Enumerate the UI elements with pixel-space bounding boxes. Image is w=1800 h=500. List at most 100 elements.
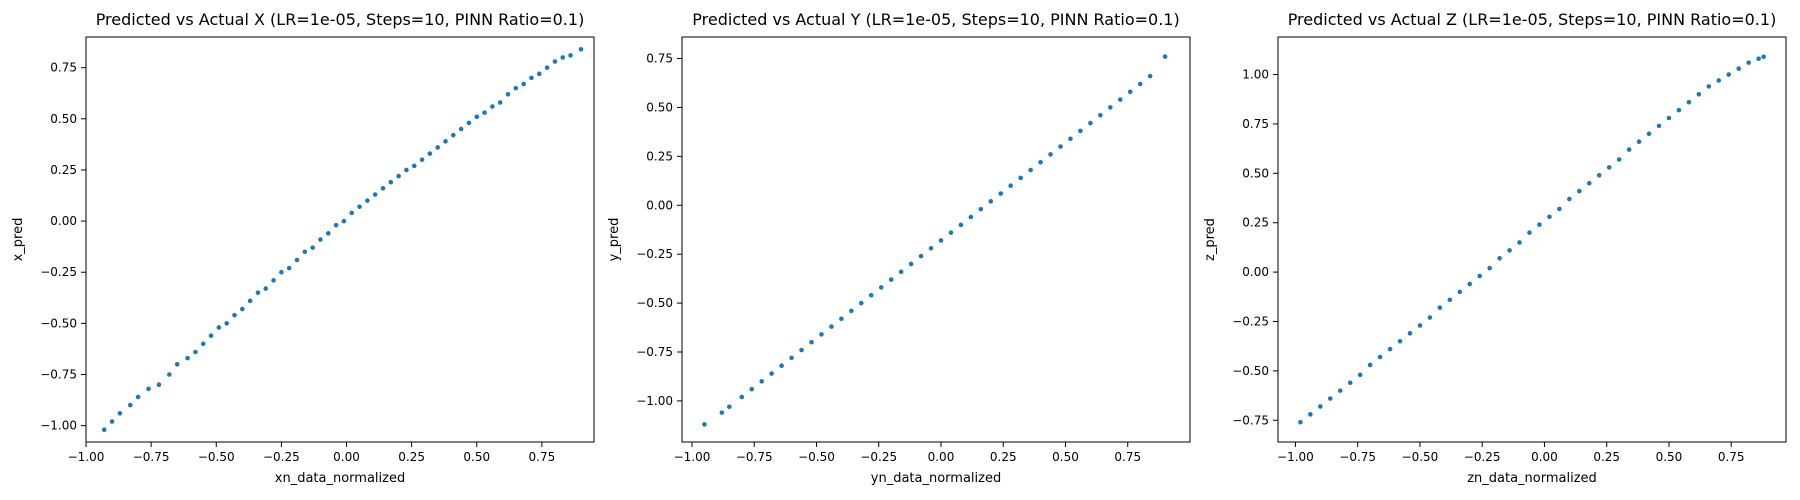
x-tick-label: −1.00 bbox=[68, 450, 105, 464]
chart-title: Predicted vs Actual Z (LR=1e-05, Steps=1… bbox=[1288, 10, 1777, 29]
data-point bbox=[167, 372, 172, 377]
data-point bbox=[1547, 214, 1552, 220]
y-axis-label: z_pred bbox=[1203, 218, 1218, 261]
data-point bbox=[1347, 380, 1353, 386]
data-point bbox=[789, 355, 794, 361]
data-point bbox=[232, 312, 237, 318]
data-point bbox=[497, 100, 503, 105]
y-tick-label: 0.25 bbox=[50, 163, 77, 177]
data-point bbox=[888, 277, 894, 282]
y-tick-label: 0.25 bbox=[646, 149, 673, 163]
data-point bbox=[117, 411, 123, 416]
data-point bbox=[536, 71, 542, 77]
y-tick-label: −0.75 bbox=[1232, 413, 1269, 427]
data-point bbox=[1387, 346, 1393, 352]
y-tick-label: 0.50 bbox=[646, 100, 673, 114]
x-tick-label: 0.00 bbox=[928, 450, 955, 464]
y-tick-label: −0.75 bbox=[636, 345, 673, 359]
data-point bbox=[1507, 248, 1512, 253]
data-point bbox=[1537, 222, 1542, 227]
data-point bbox=[1298, 419, 1303, 425]
y-tick-label: −0.25 bbox=[40, 265, 77, 279]
data-point bbox=[341, 218, 347, 224]
data-point bbox=[1108, 105, 1113, 110]
data-point bbox=[819, 332, 824, 337]
data-point bbox=[302, 249, 308, 255]
data-point bbox=[216, 325, 222, 330]
x-tick-label: −0.25 bbox=[860, 450, 897, 464]
data-point bbox=[490, 104, 495, 109]
data-point bbox=[908, 261, 914, 267]
data-point bbox=[109, 419, 115, 424]
chart-panel-2: Predicted vs Actual Y (LR=1e-05, Steps=1… bbox=[607, 10, 1191, 486]
data-point bbox=[443, 139, 448, 144]
x-axis-label: xn_data_normalized bbox=[275, 471, 405, 486]
data-point bbox=[568, 53, 573, 58]
data-point bbox=[185, 355, 190, 361]
data-point bbox=[1736, 66, 1741, 71]
x-tick-label: 0.25 bbox=[990, 450, 1017, 464]
chart-title: Predicted vs Actual X (LR=1e-05, Steps=1… bbox=[96, 10, 585, 29]
data-point bbox=[240, 306, 245, 312]
data-point bbox=[1117, 97, 1123, 102]
data-point bbox=[505, 91, 511, 97]
data-point bbox=[1567, 196, 1572, 202]
data-point bbox=[739, 394, 745, 400]
data-point bbox=[419, 157, 425, 163]
data-point bbox=[1357, 372, 1363, 378]
data-point bbox=[1586, 180, 1592, 186]
data-point bbox=[247, 298, 253, 304]
data-point bbox=[809, 339, 814, 345]
data-point bbox=[799, 347, 804, 353]
plot-area bbox=[85, 36, 595, 443]
data-point bbox=[1417, 323, 1423, 328]
chart-title: Predicted vs Actual Y (LR=1e-05, Steps=1… bbox=[692, 10, 1179, 29]
data-point bbox=[521, 81, 526, 87]
data-point bbox=[1676, 107, 1682, 113]
y-tick-label: −1.00 bbox=[40, 419, 77, 433]
x-tick-label: −0.75 bbox=[736, 450, 773, 464]
data-point bbox=[529, 75, 534, 81]
data-point bbox=[998, 191, 1004, 196]
data-point bbox=[719, 410, 725, 415]
data-point bbox=[1616, 157, 1622, 162]
y-tick-label: 0.25 bbox=[1242, 216, 1269, 230]
x-tick-label: −0.25 bbox=[1464, 450, 1501, 464]
data-point bbox=[451, 132, 456, 138]
data-point bbox=[578, 46, 584, 52]
data-point bbox=[1162, 54, 1168, 59]
data-point bbox=[474, 114, 480, 120]
data-point bbox=[1018, 175, 1023, 181]
y-tick-label: −1.00 bbox=[636, 394, 673, 408]
data-point bbox=[357, 204, 362, 210]
x-tick-label: 0.25 bbox=[398, 450, 425, 464]
data-point bbox=[898, 269, 904, 275]
y-tick-label: −0.25 bbox=[1232, 314, 1269, 328]
data-point bbox=[1068, 136, 1073, 142]
data-point bbox=[759, 379, 764, 384]
data-point bbox=[1028, 167, 1033, 173]
data-point bbox=[1437, 305, 1443, 310]
data-point bbox=[1497, 255, 1502, 261]
scatter-points bbox=[101, 46, 584, 433]
data-point bbox=[1606, 165, 1612, 170]
data-point bbox=[552, 59, 558, 64]
data-point bbox=[380, 186, 386, 191]
data-point bbox=[325, 231, 331, 236]
data-point bbox=[396, 173, 401, 179]
data-point bbox=[1038, 159, 1043, 165]
data-point bbox=[435, 145, 440, 150]
data-point bbox=[1746, 60, 1751, 65]
data-point bbox=[1596, 172, 1602, 178]
data-point bbox=[1656, 123, 1662, 129]
data-point bbox=[286, 265, 292, 271]
data-point bbox=[1756, 56, 1761, 62]
data-point bbox=[146, 386, 151, 392]
data-point bbox=[224, 321, 229, 326]
data-point bbox=[779, 363, 784, 369]
data-point bbox=[1147, 73, 1153, 79]
data-point bbox=[318, 237, 323, 242]
plot-area bbox=[1277, 36, 1787, 443]
data-point bbox=[1477, 273, 1483, 279]
data-point bbox=[1716, 78, 1722, 83]
